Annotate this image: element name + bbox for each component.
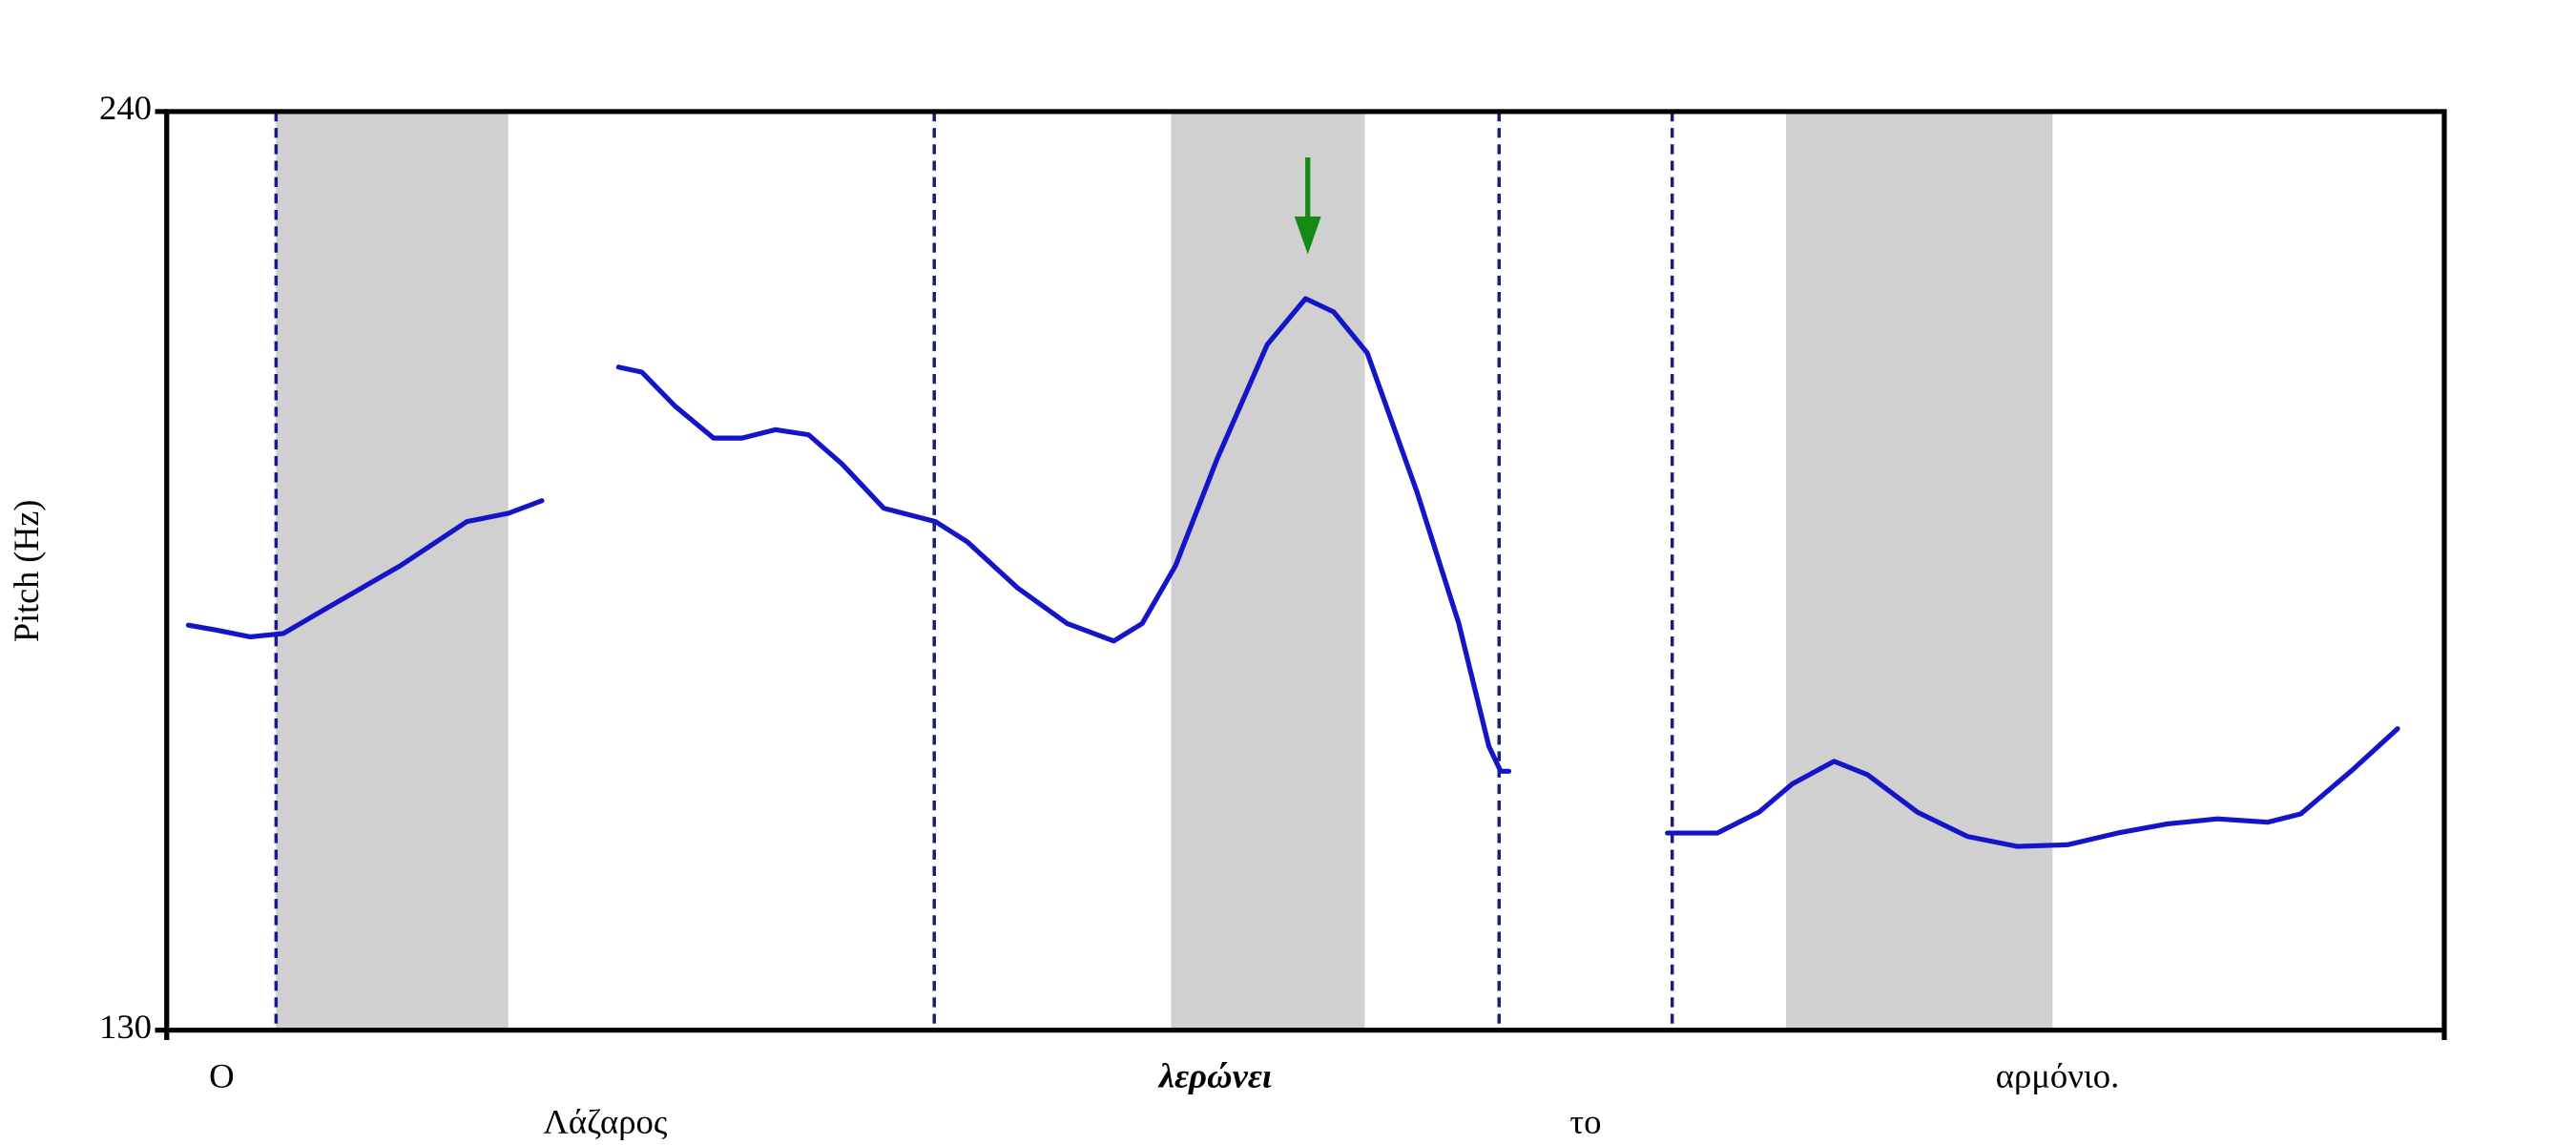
plot-frame: [164, 109, 2447, 1033]
pitch-contour: [185, 296, 2400, 849]
y-tick-label: 130: [99, 1008, 152, 1046]
y-axis-label: Pitch (Hz): [8, 500, 46, 642]
y-tick-label: 240: [99, 89, 152, 127]
word: Λάζαρος: [543, 1103, 668, 1141]
focus-arrow-head: [1294, 216, 1321, 255]
word: λερώνει: [1157, 1057, 1272, 1095]
stressed-syllable: [1171, 111, 1365, 1030]
word: αρμόνιο.: [1996, 1057, 2120, 1095]
stressed-syllable: [1786, 111, 2053, 1030]
word: Ο: [209, 1057, 234, 1095]
word: το: [1569, 1103, 1601, 1141]
